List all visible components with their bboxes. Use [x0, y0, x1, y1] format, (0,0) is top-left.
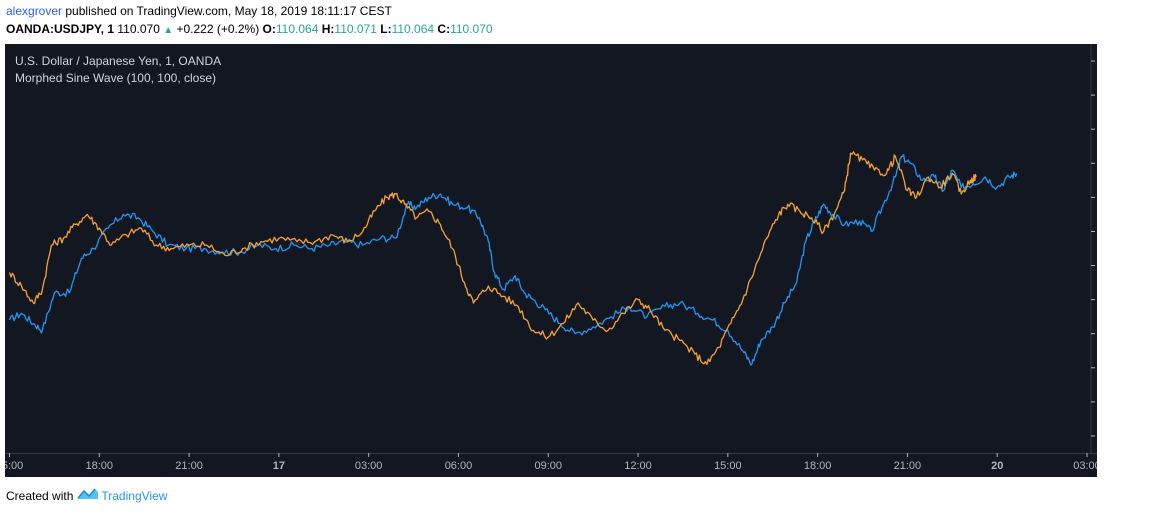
high-label: H:	[321, 22, 335, 36]
indicator-series-line	[8, 151, 977, 366]
publish-line: alexgrover published on TradingView.com,…	[6, 4, 392, 18]
last-price: 110.070	[117, 22, 160, 36]
symbol-label: OANDA:USDJPY, 1	[6, 22, 115, 36]
low-label: L:	[380, 22, 392, 36]
x-tick-label: 21:00	[175, 460, 203, 472]
close-label: C:	[437, 22, 451, 36]
author-link[interactable]: alexgrover	[6, 4, 63, 18]
tradingview-link[interactable]: TradingView	[101, 488, 168, 503]
open-value: 110.064	[275, 22, 319, 36]
x-tick-label: 06:00	[445, 460, 473, 472]
x-tick-label: 15:00	[5, 460, 23, 472]
high-value: 110.071	[334, 22, 377, 36]
low-value: 110.064	[391, 22, 435, 36]
legend-entry: Morphed Sine Wave (100, 100, close)	[15, 71, 216, 85]
up-arrow-icon: ▲	[163, 25, 174, 36]
price-series-line	[8, 154, 1018, 366]
price-chart[interactable]: 110.400110.300110.200110.100110.000109.9…	[5, 44, 1097, 477]
x-tick-label: 03:00	[1073, 460, 1097, 472]
x-tick-label: 20	[991, 460, 1003, 472]
x-tick-label: 21:00	[894, 460, 922, 472]
x-tick-label: 15:00	[714, 460, 742, 472]
tradingview-logo-icon	[77, 488, 99, 503]
x-tick-label: 12:00	[624, 460, 652, 472]
chart-background	[5, 44, 1097, 477]
close-value: 110.070	[450, 22, 493, 36]
created-with-text: Created with	[6, 488, 74, 503]
legend-entry: U.S. Dollar / Japanese Yen, 1, OANDA	[15, 54, 221, 68]
x-tick-label: 18:00	[86, 460, 114, 472]
x-tick-label: 09:00	[534, 460, 562, 472]
x-tick-label: 18:00	[804, 460, 832, 472]
footer: Created with TradingView	[6, 488, 167, 503]
published-text: published on TradingView.com, May 18, 20…	[65, 4, 392, 18]
x-tick-label: 03:00	[355, 460, 383, 472]
price-change: +0.222 (+0.2%)	[176, 22, 260, 36]
ohlc-line: OANDA:USDJPY, 1 110.070 ▲ +0.222 (+0.2%)…	[6, 22, 493, 36]
x-tick-label: 17	[273, 460, 285, 472]
open-label: O:	[262, 22, 276, 36]
